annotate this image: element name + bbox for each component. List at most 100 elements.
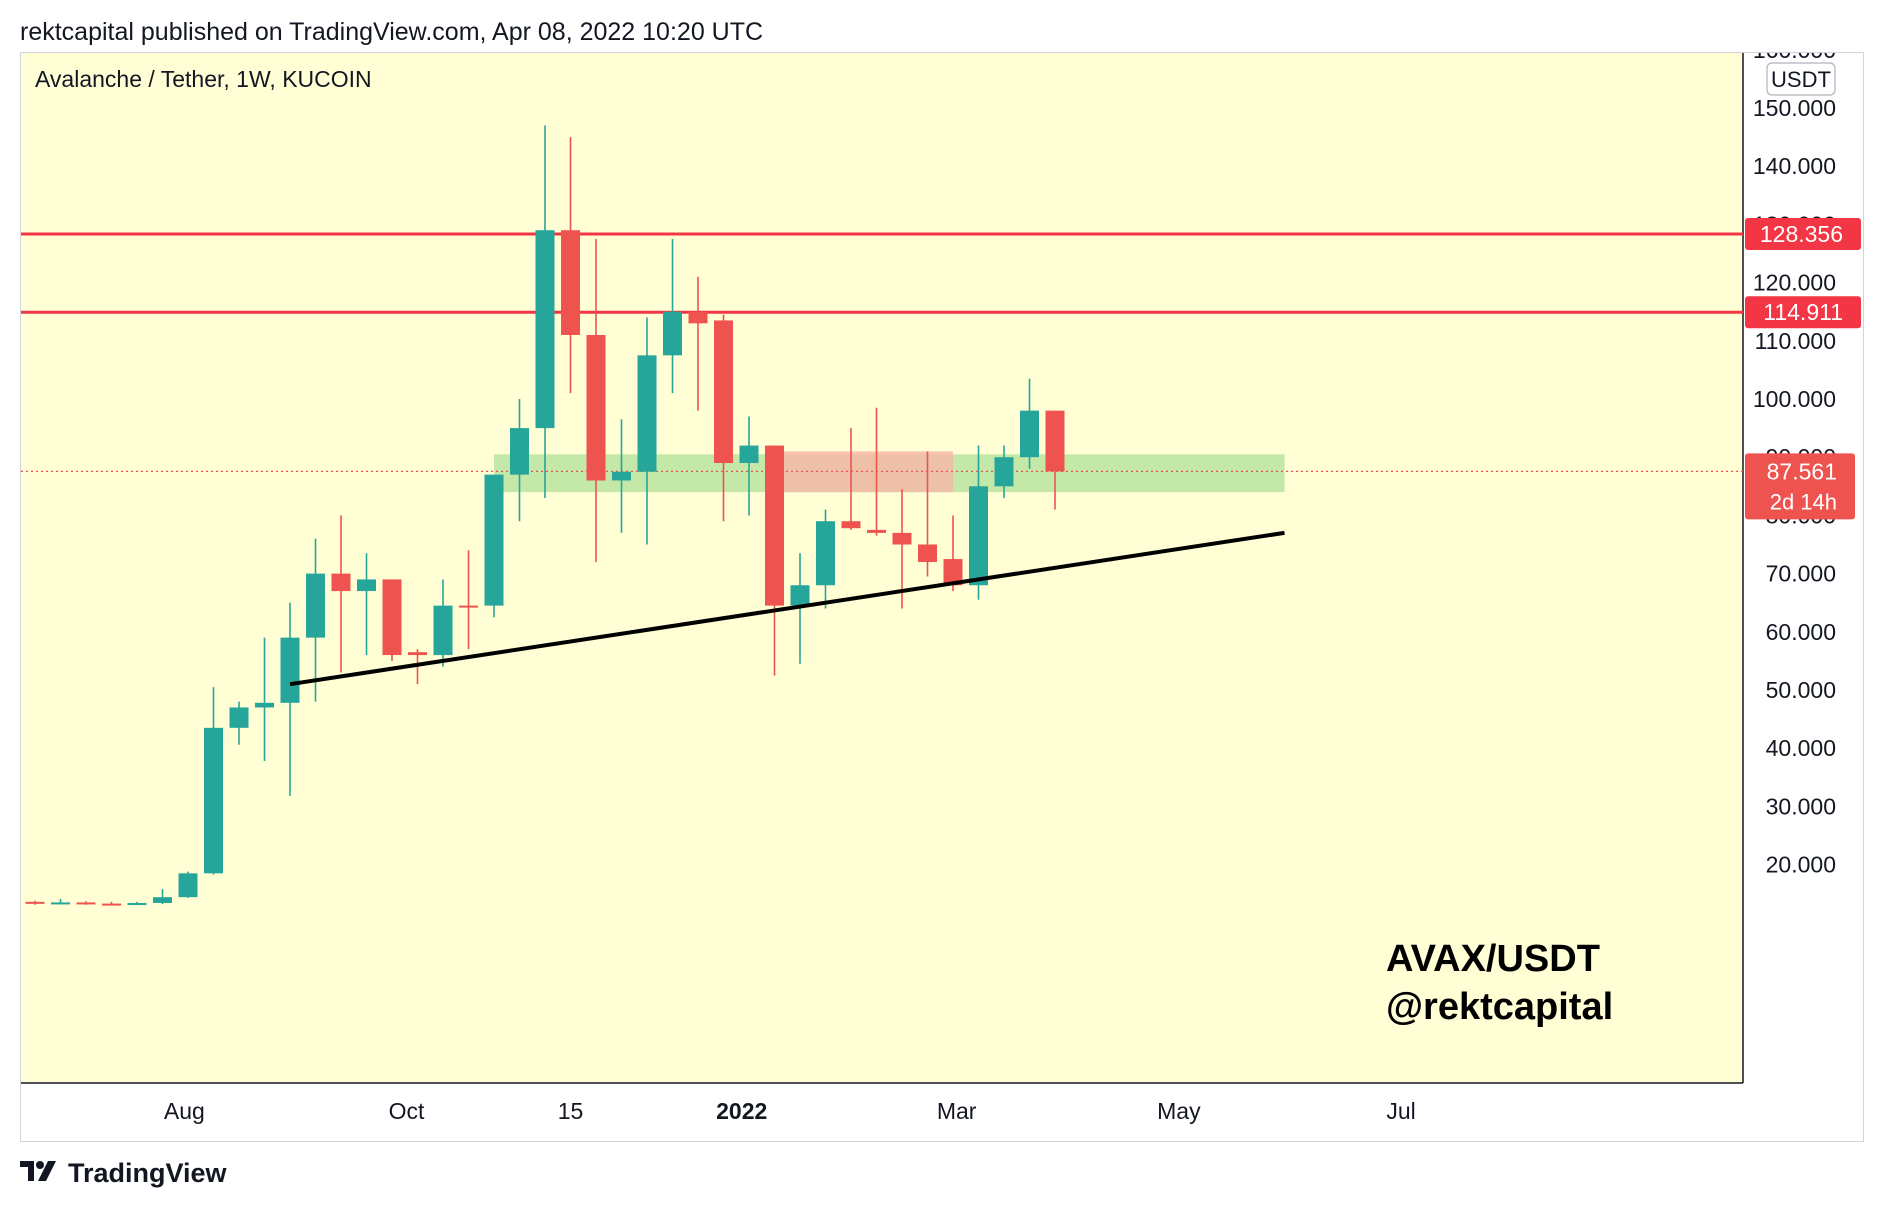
candle-body <box>969 486 988 586</box>
price-tick-label: 60.000 <box>1766 619 1836 645</box>
price-labels-layer: 128.356 114.911 87.561 2d 14h <box>1745 217 1861 520</box>
candle-body <box>51 902 70 905</box>
bullish-candle <box>255 637 274 762</box>
price-tick-label: 120.000 <box>1753 270 1836 296</box>
candle-body <box>994 457 1014 487</box>
candle-body <box>459 605 478 608</box>
bullish-candle <box>1020 378 1039 469</box>
bullish-candle <box>535 125 555 498</box>
price-tick-label: 140.000 <box>1753 153 1836 179</box>
candle-body <box>76 902 96 905</box>
time-tick-label: May <box>1157 1098 1201 1124</box>
price-tick-label: 50.000 <box>1766 677 1836 703</box>
candle-body <box>637 355 657 472</box>
candle-body <box>357 579 376 592</box>
bullish-candle <box>51 898 70 905</box>
price-tick-label: 20.000 <box>1766 852 1836 878</box>
bullish-candle <box>306 538 325 702</box>
candle-body <box>790 585 810 606</box>
candle-body <box>586 334 606 481</box>
footer: TradingView <box>20 1158 227 1189</box>
candle-body <box>765 445 784 606</box>
bullish-candle <box>663 238 682 394</box>
bullish-candle <box>637 317 657 545</box>
candle-body <box>841 521 861 529</box>
candle-body <box>484 474 504 606</box>
time-tick-label: 2022 <box>716 1098 767 1124</box>
candle-body <box>127 903 147 906</box>
candle-body <box>892 532 912 545</box>
current-price-badge <box>1745 453 1855 520</box>
bearish-candle <box>561 137 580 394</box>
bullish-candle <box>204 687 223 875</box>
candle-body <box>25 901 45 904</box>
bearish-candle <box>25 900 45 905</box>
current-price-label: 87.561 <box>1767 458 1837 484</box>
bearish-candle <box>382 579 402 661</box>
bullish-candle <box>969 445 988 600</box>
currency-badge[interactable] <box>1766 62 1836 96</box>
candles-layer <box>0 125 1065 906</box>
bullish-candle <box>229 701 249 745</box>
price-tick-label: 70.000 <box>1766 561 1836 587</box>
bullish-candle <box>612 419 631 533</box>
bearish-candle <box>688 276 708 411</box>
bullish-candle <box>178 871 198 898</box>
candle-body <box>306 573 325 638</box>
candle-body <box>1045 410 1065 472</box>
candle-body <box>408 652 427 656</box>
candle-body <box>153 897 172 904</box>
bullish-candle <box>280 602 300 796</box>
trendline-layer <box>289 530 1285 687</box>
candle-body <box>535 230 555 429</box>
bullish-candle <box>739 416 759 516</box>
candle-body <box>178 873 198 898</box>
bearish-candle <box>586 238 606 562</box>
bearish-candle <box>892 489 912 609</box>
price-tick-label: 100.000 <box>1753 386 1836 412</box>
candle-body <box>612 471 631 481</box>
candle-body <box>739 445 759 464</box>
bullish-candle <box>510 399 529 522</box>
currency-badge-label: USDT <box>1771 67 1831 92</box>
time-tick-label: Mar <box>937 1098 977 1124</box>
time-tick-label: Jul <box>1386 1098 1415 1124</box>
tradingview-logo-icon[interactable] <box>20 1159 60 1188</box>
candle-body <box>714 320 733 464</box>
countdown-label: 2d 14h <box>1770 489 1837 514</box>
breakdown-zone <box>774 451 953 493</box>
candle-body <box>102 903 121 906</box>
zones-layer <box>494 451 1285 493</box>
bearish-candle <box>841 428 861 530</box>
candle-body <box>867 529 886 533</box>
price-level-badge-label: 114.911 <box>1763 299 1843 325</box>
bearish-candle <box>459 550 478 650</box>
candle-body <box>816 521 835 586</box>
candle-body <box>1020 410 1039 458</box>
price-tick-label: 30.000 <box>1766 793 1836 819</box>
price-level-badge <box>1745 296 1861 329</box>
price-level-badge <box>1745 217 1861 250</box>
time-axis: Aug Oct 15 2022 Mar May Jul <box>164 1098 1416 1124</box>
candle-body <box>943 559 963 586</box>
annotation-line-2: @rektcapital <box>1386 986 1613 1028</box>
bullish-candle <box>816 509 835 609</box>
bearish-candle <box>867 407 886 536</box>
symbol-title: Avalanche / Tether, 1W, KUCOIN <box>35 66 372 92</box>
candlestick-chart[interactable]: 160.000150.000140.000130.000120.000110.0… <box>0 37 1863 1141</box>
price-tick-label: 160.000 <box>1753 53 1836 63</box>
bearish-candle <box>76 901 96 905</box>
lines-layer <box>21 232 1743 472</box>
bearish-candle <box>943 515 963 592</box>
price-tick-label: 150.000 <box>1753 95 1836 121</box>
time-axis-background <box>21 1083 1863 1141</box>
candle-body <box>229 707 249 728</box>
candle-body <box>331 573 351 592</box>
tradingview-brand[interactable]: TradingView <box>68 1158 227 1188</box>
candle-body <box>663 311 682 356</box>
annotation-line-1: AVAX/USDT <box>1386 938 1600 980</box>
bullish-candle <box>153 889 172 905</box>
time-tick-label: 15 <box>558 1098 584 1124</box>
bullish-candle <box>484 474 504 618</box>
bearish-candle <box>918 451 937 577</box>
